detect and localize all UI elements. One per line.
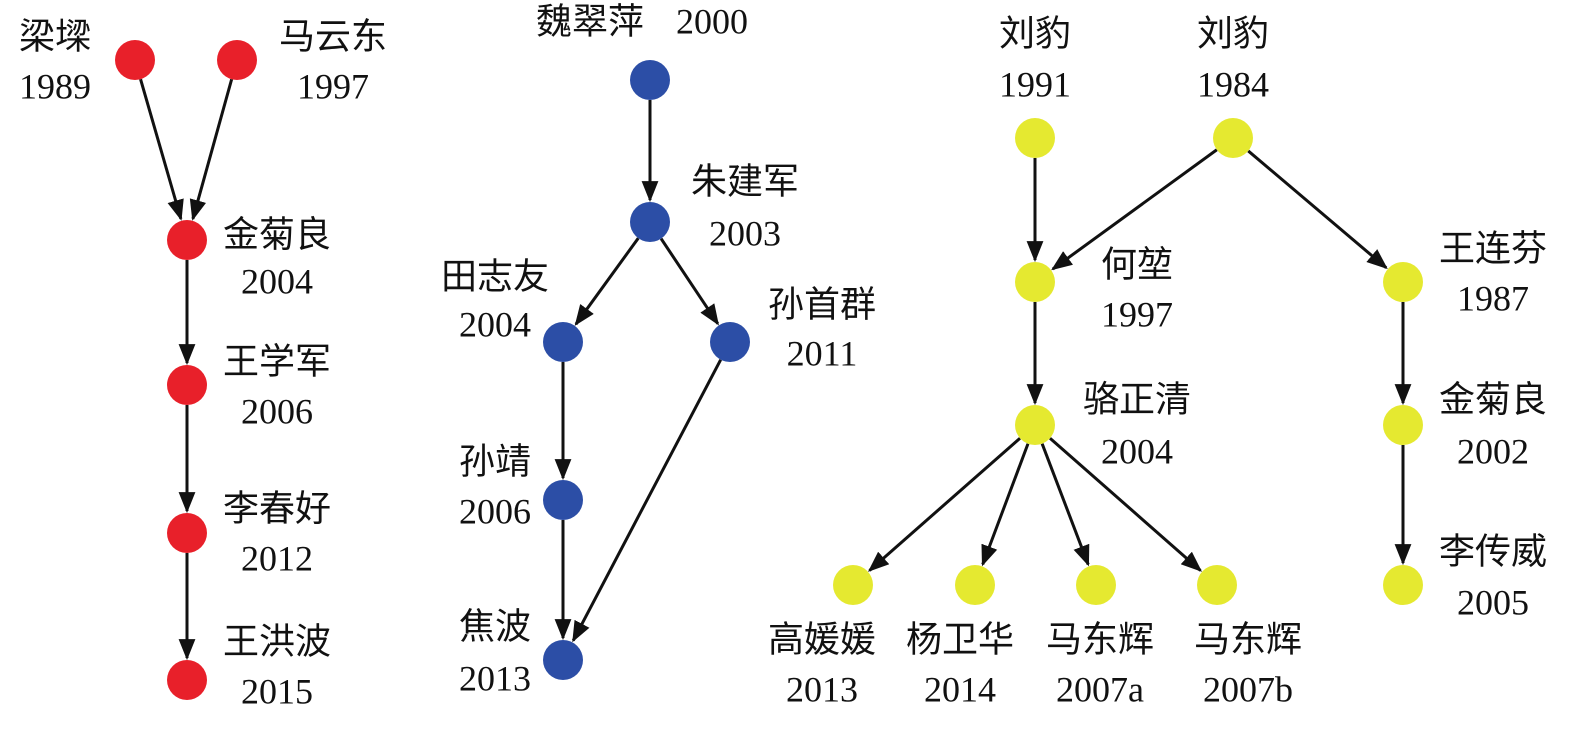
arrow	[1049, 437, 1203, 572]
node-year: 1997	[1101, 294, 1173, 334]
node	[217, 40, 257, 80]
node	[955, 565, 995, 605]
node-name: 杨卫华	[906, 619, 1014, 659]
arrow	[139, 78, 184, 221]
node-name: 马云东	[279, 16, 387, 56]
node	[167, 365, 207, 405]
node-year: 2000	[676, 1, 748, 41]
edges	[139, 78, 1412, 661]
node	[167, 513, 207, 553]
node	[1015, 118, 1055, 158]
node	[543, 480, 583, 520]
node-name: 金菊良	[223, 214, 331, 254]
node-year: 1989	[19, 66, 91, 106]
node-name: 马东辉	[1194, 619, 1302, 659]
node	[1015, 262, 1055, 302]
node-name: 马东辉	[1046, 619, 1154, 659]
node-name: 孙首群	[768, 284, 876, 324]
node-year: 2005	[1457, 582, 1529, 622]
node-year: 2002	[1457, 431, 1529, 471]
node-name: 朱建军	[691, 161, 799, 201]
node-year: 2014	[924, 669, 996, 709]
node-year: 2011	[787, 333, 858, 373]
node-name: 梁墚	[19, 16, 91, 56]
node-year: 1987	[1457, 278, 1529, 318]
node	[1383, 262, 1423, 302]
node	[1213, 118, 1253, 158]
node-name: 焦波	[459, 606, 531, 646]
node-name: 高媛媛	[768, 619, 876, 659]
node-name: 王连芬	[1439, 228, 1547, 268]
node	[833, 565, 873, 605]
node	[1076, 565, 1116, 605]
arrow	[1051, 148, 1218, 271]
node	[1197, 565, 1237, 605]
node-year: 2004	[459, 304, 531, 344]
node	[543, 322, 583, 362]
arrow	[1247, 149, 1388, 270]
node	[1015, 405, 1055, 445]
nodes: 梁墚 1989 马云东 1997 金菊良 2004 王学军 2006 李春好 2012 王洪波 201…	[19, 1, 1547, 711]
node-name: 何堃	[1101, 244, 1173, 284]
arrow	[574, 237, 640, 326]
node-name: 李传威	[1439, 531, 1547, 571]
node-name: 王洪波	[223, 621, 331, 661]
arrow	[981, 443, 1030, 567]
node-year: 2003	[709, 213, 781, 253]
node	[167, 220, 207, 260]
node	[1383, 405, 1423, 445]
node-name: 骆正清	[1083, 379, 1191, 419]
node-year: 2004	[1101, 431, 1173, 471]
node-name: 魏翠萍	[536, 1, 644, 41]
node	[115, 40, 155, 80]
arrow	[867, 437, 1021, 572]
node-name: 金菊良	[1439, 379, 1547, 419]
node-name: 孙靖	[459, 441, 531, 481]
node-year: 1984	[1197, 64, 1269, 104]
node-year: 2013	[786, 669, 858, 709]
node-name: 田志友	[441, 256, 549, 296]
node	[167, 660, 207, 700]
node-year: 1997	[297, 66, 369, 106]
arrow	[571, 359, 723, 643]
arrow	[1040, 443, 1090, 567]
arrow	[189, 78, 234, 221]
node	[710, 322, 750, 362]
node-year: 2015	[241, 671, 313, 711]
node-year: 2007b	[1203, 669, 1293, 709]
arrow	[659, 237, 720, 326]
node-year: 2006	[459, 491, 531, 531]
node	[543, 640, 583, 680]
node-name: 王学军	[223, 341, 331, 381]
node-name: 刘豹	[999, 13, 1071, 53]
node-year: 2007a	[1056, 669, 1144, 709]
node-year: 2012	[241, 538, 313, 578]
node-year: 2004	[241, 261, 313, 301]
node-name: 李春好	[223, 488, 331, 528]
node	[630, 202, 670, 242]
node	[1383, 565, 1423, 605]
node-year: 2006	[241, 391, 313, 431]
node-year: 1991	[999, 64, 1071, 104]
node-name: 刘豹	[1197, 13, 1269, 53]
node	[630, 60, 670, 100]
node-year: 2013	[459, 658, 531, 698]
